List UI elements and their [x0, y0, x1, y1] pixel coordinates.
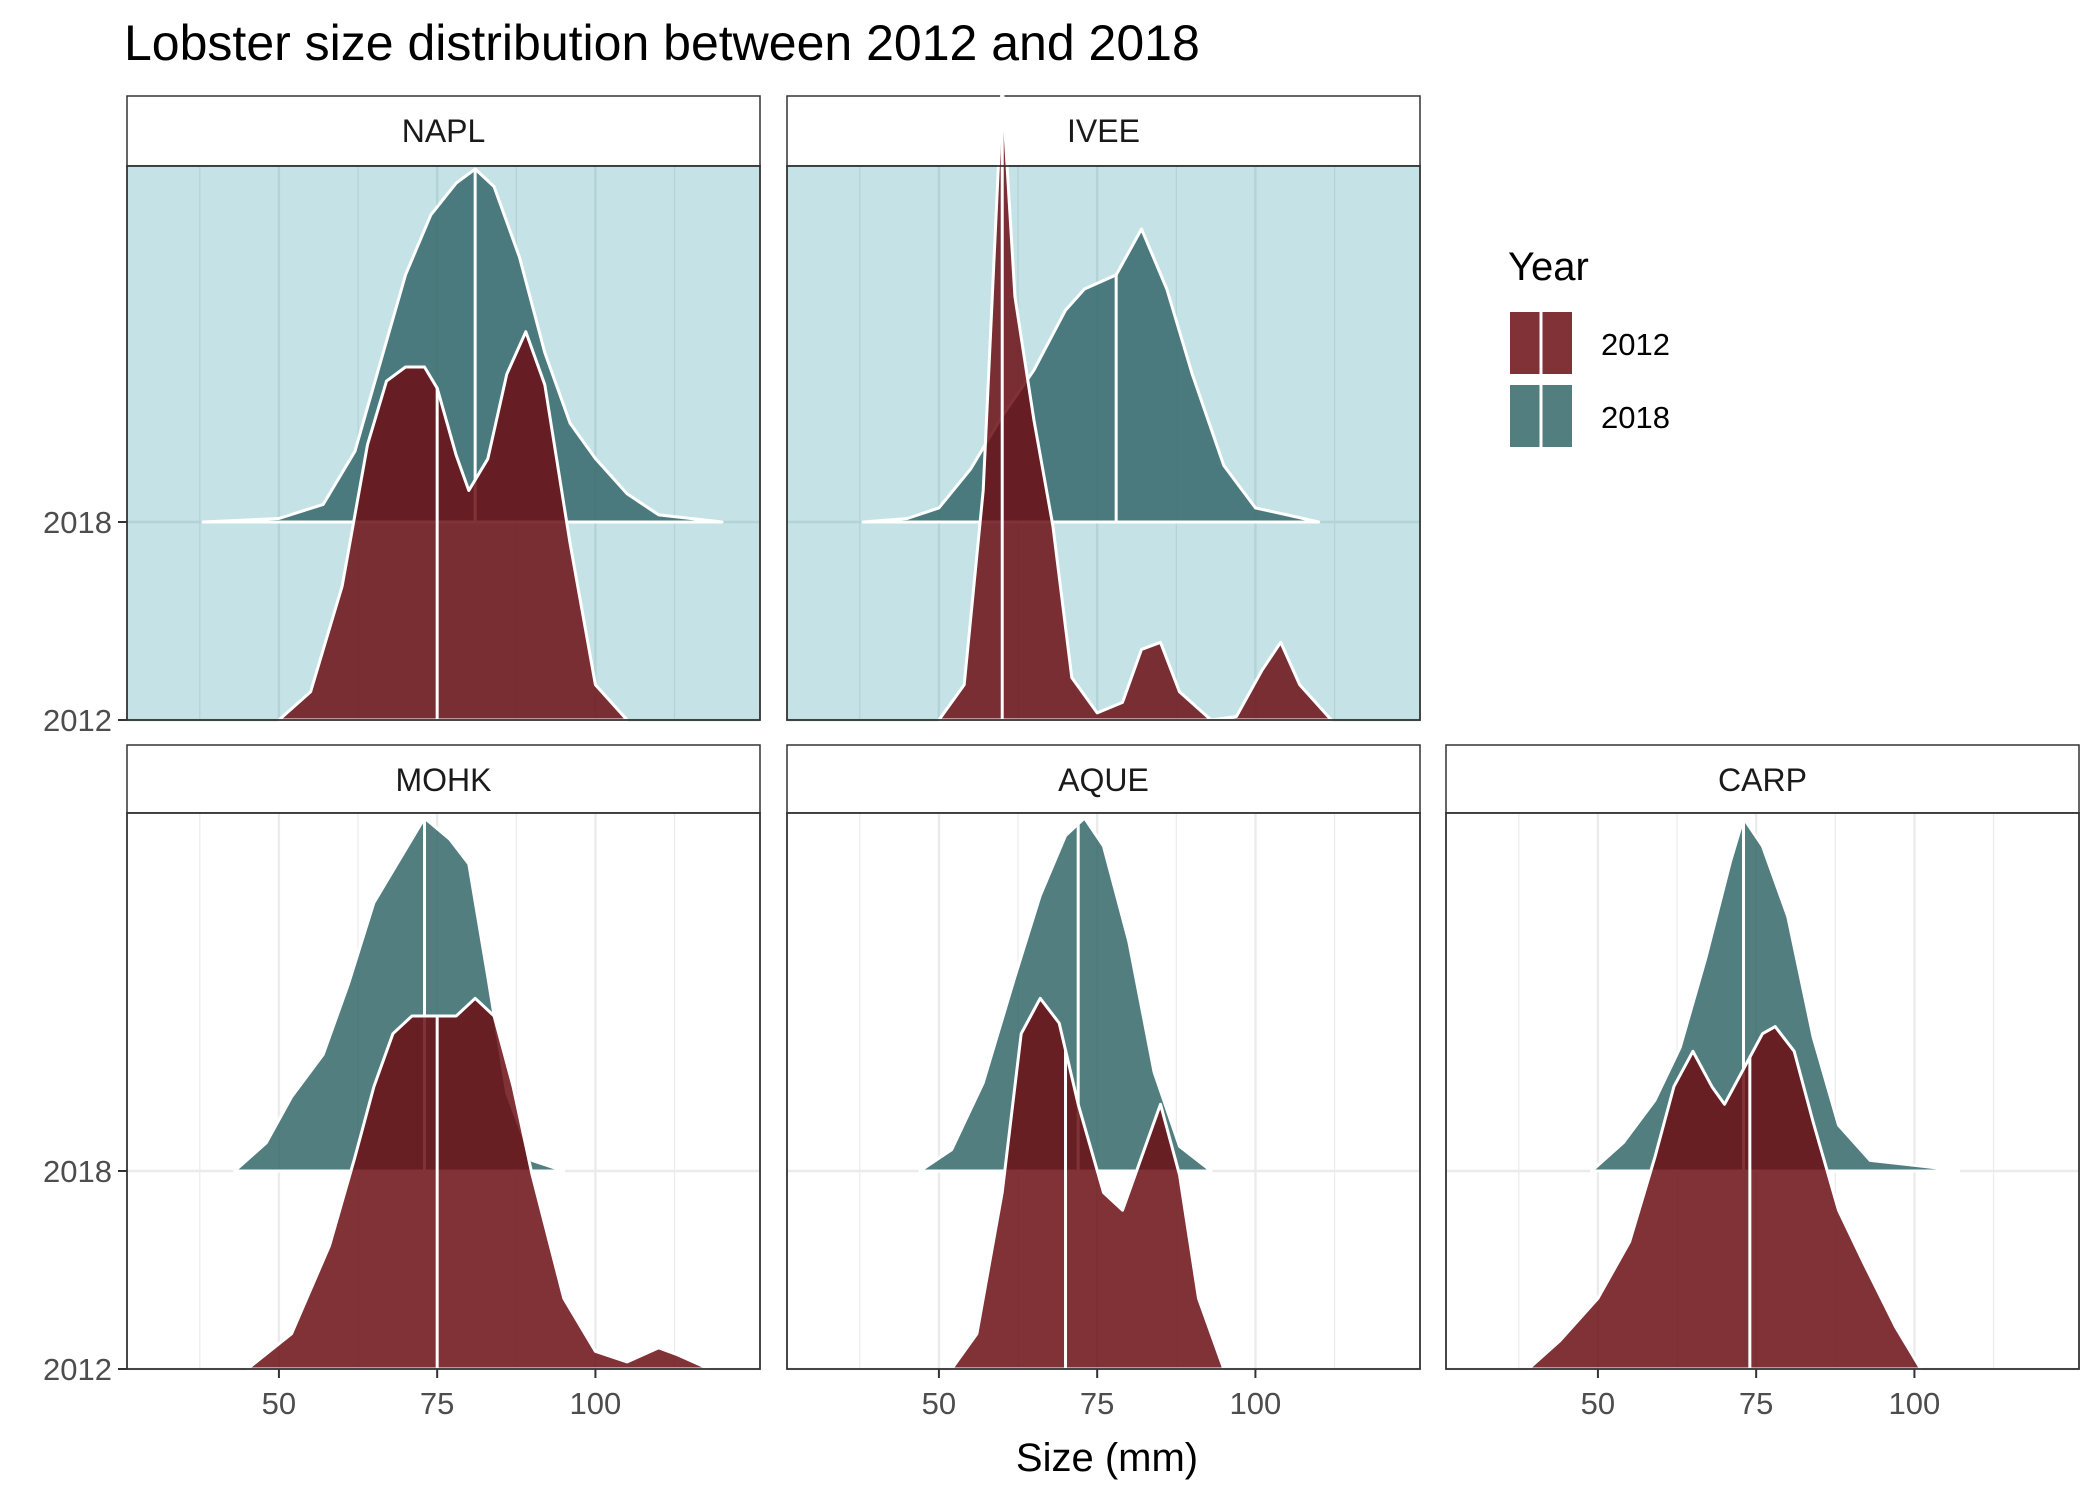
facet-carp: CARP	[1445, 744, 2080, 1371]
chart-title: Lobster size distribution between 2012 a…	[124, 15, 1200, 71]
facet-strip-label: IVEE	[1067, 113, 1140, 149]
density-ridge-2018	[918, 816, 1213, 1173]
panel-border	[786, 165, 1421, 721]
facet-strip-label: AQUE	[1058, 762, 1149, 798]
x-tick-label: 50	[922, 1386, 956, 1421]
panel-border	[126, 812, 761, 1370]
facet-strip-label: MOHK	[396, 762, 492, 798]
x-tick-label: 75	[420, 1386, 454, 1421]
facet-strip-label: NAPL	[402, 113, 486, 149]
density-ridge-2012	[937, 83, 1333, 722]
density-ridge-2012	[277, 330, 629, 722]
legend-item-2012: 2012	[1510, 312, 1670, 374]
x-tick-label: 100	[570, 1386, 622, 1421]
facet-panels: NAPL IVEE MOHK AQUE CARP	[126, 83, 2080, 1371]
facet-ivee: IVEE	[786, 83, 1421, 722]
legend-title: Year	[1508, 245, 1589, 289]
x-tick-label: 100	[1889, 1386, 1941, 1421]
facet-aque: AQUE	[786, 744, 1421, 1371]
x-tick-label: 50	[1581, 1386, 1615, 1421]
facet-strip-label: CARP	[1718, 762, 1807, 798]
panel-border	[1445, 812, 2080, 1370]
density-ridge-2012	[1526, 1025, 1923, 1371]
x-axes: 50 75 100 50 75 100 50 75 100	[262, 1369, 1941, 1421]
facet-strip	[126, 744, 761, 814]
facet-strip	[786, 744, 1421, 814]
x-axis-title: Size (mm)	[1016, 1436, 1198, 1480]
legend-label: 2018	[1601, 400, 1670, 435]
x-tick-label: 75	[1080, 1386, 1114, 1421]
legend-label: 2012	[1601, 327, 1670, 362]
x-tick-label: 75	[1739, 1386, 1773, 1421]
legend-item-2018: 2018	[1510, 385, 1670, 447]
y-tick-label: 2012	[43, 1352, 112, 1387]
facet-mohk: MOHK	[126, 744, 761, 1371]
y-axes: 2018 2012 2018 2012	[43, 505, 127, 1387]
density-ridge-2012	[245, 996, 711, 1371]
facet-napl: NAPL	[126, 95, 761, 722]
y-tick-label: 2018	[43, 1154, 112, 1189]
panel-border	[786, 812, 1421, 1370]
legend: Year 2012 2018	[1508, 245, 1670, 447]
x-tick-label: 100	[1230, 1386, 1282, 1421]
facet-strip	[1445, 744, 2080, 814]
y-tick-label: 2012	[43, 703, 112, 738]
x-tick-label: 50	[262, 1386, 296, 1421]
y-tick-label: 2018	[43, 505, 112, 540]
facet-strip	[126, 95, 761, 167]
density-ridge-2012	[950, 996, 1226, 1371]
panel-border	[126, 165, 761, 721]
density-ridge-2018	[201, 167, 724, 524]
